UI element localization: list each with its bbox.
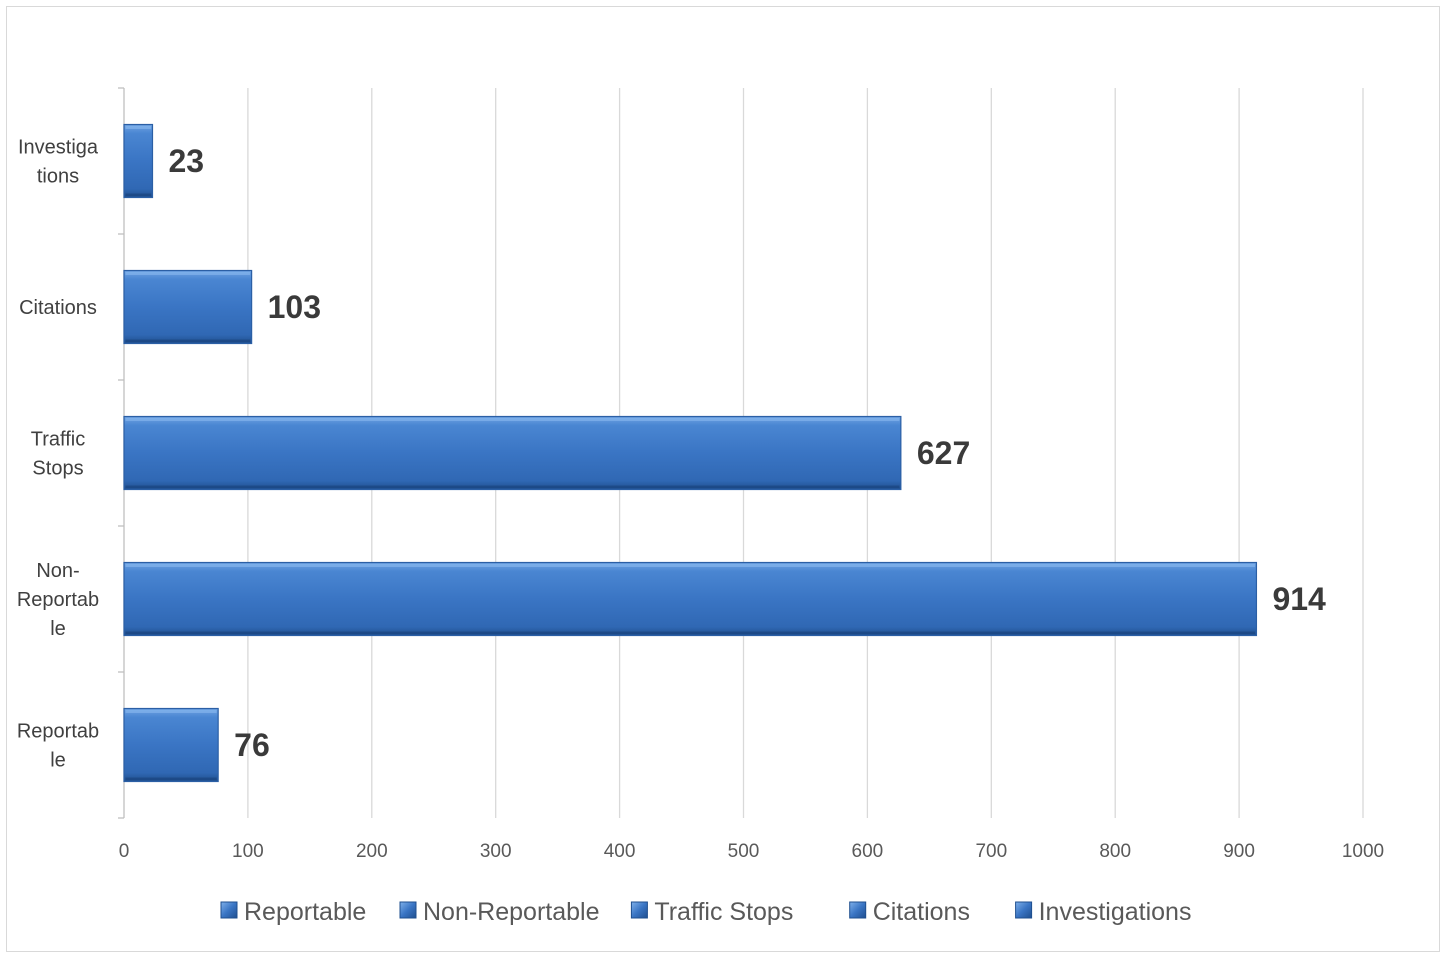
y-category-label: Reportab le [17, 721, 99, 772]
bar-bevel-highlight [125, 126, 151, 129]
y-category-label: Citations [19, 297, 97, 319]
data-label: 76 [234, 727, 270, 763]
x-tick-label: 300 [480, 841, 512, 862]
legend-swatch [849, 901, 867, 919]
bar-bevel-highlight [125, 564, 1255, 567]
data-label: 23 [168, 143, 204, 179]
bar-bevel-shadow [125, 631, 1255, 634]
legend-label: Investigations [1039, 898, 1192, 926]
bar-bevel-highlight [125, 710, 217, 713]
bar-traffic-stops [123, 415, 902, 491]
x-tick-label: 100 [232, 841, 264, 862]
data-label: 914 [1272, 581, 1326, 617]
legend-label: Reportable [244, 898, 366, 926]
bar-rect [123, 561, 1258, 637]
bar-bevel-highlight [125, 272, 251, 275]
bar-citations [123, 269, 253, 345]
legend-label: Citations [873, 898, 970, 926]
x-tick-label: 900 [1223, 841, 1255, 862]
axes: 0 100 200 300 400 500 600 700 800 900 1000 Reportab… [17, 87, 1384, 862]
legend-swatch [220, 901, 238, 919]
bar-rect [123, 707, 219, 783]
y-category-label: Investiga tions [18, 137, 99, 188]
bars [123, 123, 1258, 783]
y-category-label: Traffic Stops [31, 429, 85, 480]
data-labels: 76 914 627 103 23 [168, 143, 1326, 763]
x-tick-label: 700 [975, 841, 1007, 862]
bar-rect [123, 415, 902, 491]
bar-bevel-shadow [125, 485, 900, 488]
data-label: 627 [917, 435, 970, 471]
bar-bevel-shadow [125, 339, 251, 342]
x-tick-label: 0 [119, 841, 130, 862]
x-tick-label: 600 [852, 841, 884, 862]
bar-rect [123, 123, 154, 199]
bar-bevel-shadow [125, 193, 151, 196]
legend-label: Traffic Stops [654, 898, 793, 926]
bar-bevel-shadow [125, 777, 217, 780]
x-tick-label: 200 [356, 841, 388, 862]
bar-reportable [123, 707, 219, 783]
legend-item: Reportable [220, 898, 366, 926]
x-tick-label: 800 [1099, 841, 1131, 862]
legend: Reportable Non-Reportable Traffic Stops Cit… [220, 898, 1192, 926]
x-tick-label: 500 [728, 841, 760, 862]
legend-swatch [630, 901, 648, 919]
y-category-label: Non-Reportab le [17, 560, 99, 640]
data-label: 103 [268, 289, 321, 325]
legend-item: Citations [849, 898, 970, 926]
x-tick-label: 1000 [1342, 841, 1384, 862]
legend-swatch [399, 901, 417, 919]
legend-item: Investigations [1015, 898, 1192, 926]
bar-rect [123, 269, 253, 345]
bar-investigations [123, 123, 154, 199]
legend-item: Traffic Stops [630, 898, 793, 926]
bar-non-reportable [123, 561, 1258, 637]
legend-item: Non-Reportable [399, 898, 600, 926]
legend-swatch [1015, 901, 1033, 919]
bar-bevel-highlight [125, 418, 900, 421]
x-tick-label: 400 [604, 841, 636, 862]
gridlines [247, 88, 1364, 818]
legend-label: Non-Reportable [423, 898, 600, 926]
